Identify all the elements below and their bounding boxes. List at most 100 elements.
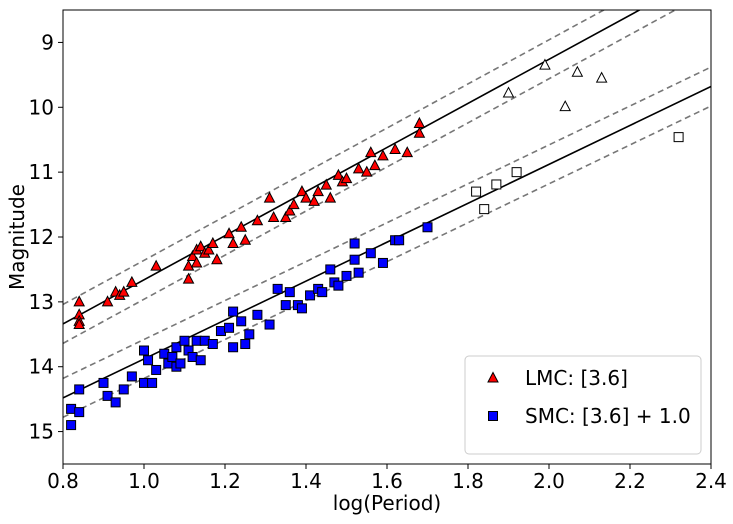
legend-marker	[488, 411, 498, 421]
marker	[673, 132, 684, 143]
marker	[240, 339, 251, 350]
marker	[202, 243, 215, 255]
marker	[377, 149, 389, 161]
marker	[66, 420, 77, 431]
marker	[73, 317, 86, 330]
marker	[207, 339, 218, 350]
marker	[244, 329, 255, 340]
marker	[235, 220, 248, 232]
legend-label: LMC: [3.6]	[525, 366, 628, 390]
marker	[223, 227, 235, 239]
marker	[167, 351, 178, 362]
x-tick-label: 2.4	[695, 469, 727, 493]
x-tick-label: 1.6	[371, 469, 403, 493]
marker	[190, 256, 203, 268]
fit-line	[63, 85, 711, 399]
marker	[364, 146, 377, 158]
marker	[118, 384, 129, 395]
x-tick-label: 2.2	[614, 469, 646, 493]
marker	[251, 214, 264, 226]
marker	[74, 384, 85, 395]
marker	[73, 295, 86, 307]
y-tick-label: 11	[29, 160, 54, 184]
marker	[171, 342, 182, 353]
marker	[595, 71, 608, 83]
marker	[352, 162, 365, 174]
marker	[252, 309, 263, 320]
marker	[239, 233, 252, 245]
marker	[333, 280, 344, 291]
marker	[126, 275, 138, 287]
marker	[101, 295, 114, 307]
y-tick-label: 12	[29, 225, 54, 249]
marker	[377, 257, 388, 268]
fit-line	[63, 10, 642, 325]
x-tick-label: 1.4	[290, 469, 322, 493]
marker	[74, 407, 85, 418]
marker	[207, 236, 219, 248]
y-tick-label: 9	[41, 30, 54, 54]
marker	[279, 210, 292, 223]
plot-area	[63, 10, 711, 431]
marker	[471, 186, 482, 197]
marker	[353, 267, 364, 278]
marker	[320, 178, 333, 190]
marker	[340, 172, 353, 184]
legend-marker	[487, 371, 499, 383]
marker	[349, 238, 360, 249]
marker	[479, 204, 490, 215]
x-tick-label: 1.2	[209, 469, 241, 493]
marker	[228, 342, 239, 353]
marker	[117, 285, 130, 297]
marker	[369, 159, 381, 171]
legend-label: SMC: [3.6] + 1.0	[525, 404, 691, 428]
y-tick-label: 10	[29, 95, 54, 119]
marker	[413, 126, 426, 138]
marker	[288, 197, 300, 210]
marker	[360, 165, 373, 177]
marker	[236, 316, 247, 327]
marker	[559, 100, 572, 112]
marker	[143, 355, 154, 366]
marker	[332, 168, 345, 180]
marker	[227, 236, 239, 248]
marker	[325, 264, 336, 275]
x-tick-label: 0.8	[47, 469, 79, 493]
x-axis-label: log(Period)	[333, 491, 441, 515]
marker	[182, 272, 195, 284]
x-tick-label: 2.0	[533, 469, 565, 493]
marker	[341, 270, 352, 281]
marker	[539, 58, 551, 70]
marker	[126, 371, 137, 382]
marker	[151, 364, 162, 375]
marker	[283, 204, 296, 216]
marker	[389, 142, 401, 154]
marker	[305, 290, 316, 301]
marker	[280, 300, 291, 311]
y-tick-label: 14	[29, 355, 54, 379]
marker	[224, 322, 235, 333]
marker	[147, 377, 158, 388]
marker	[571, 65, 584, 77]
marker	[296, 303, 307, 314]
marker	[267, 210, 280, 223]
marker	[422, 222, 433, 233]
marker	[182, 259, 195, 271]
marker	[186, 249, 199, 261]
marker	[195, 355, 206, 366]
marker	[211, 253, 223, 265]
marker	[394, 235, 405, 246]
marker	[511, 167, 522, 178]
marker	[365, 248, 376, 259]
marker	[312, 185, 324, 197]
y-tick-label: 15	[29, 420, 54, 444]
marker	[110, 397, 121, 408]
fit-line	[63, 10, 677, 345]
marker	[300, 191, 312, 203]
marker	[413, 116, 426, 128]
marker	[139, 345, 149, 356]
marker	[194, 240, 207, 252]
legend-box	[464, 355, 702, 455]
